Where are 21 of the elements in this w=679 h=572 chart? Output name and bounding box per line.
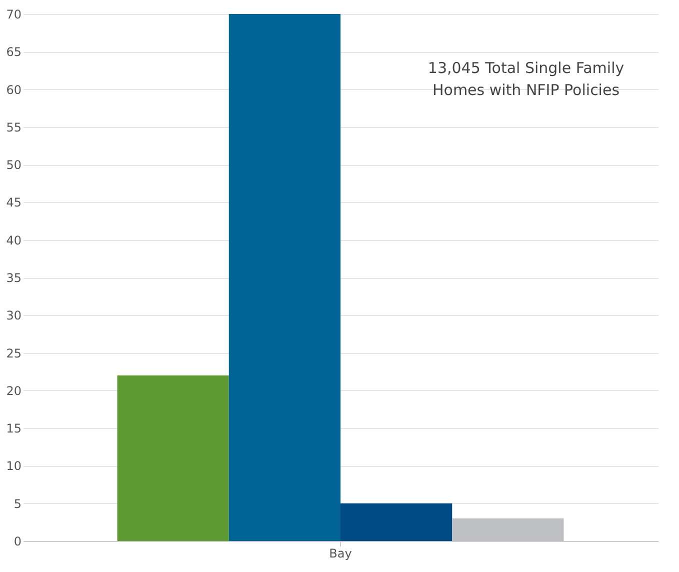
- bar: [340, 503, 452, 541]
- y-tick-label: 55: [6, 120, 22, 134]
- x-tick-label: Bay: [329, 546, 352, 560]
- y-tick-label: 25: [6, 346, 22, 360]
- bar: [452, 518, 564, 541]
- y-tick-label: 20: [6, 384, 22, 398]
- bar: [117, 375, 229, 541]
- y-tick-label: 35: [6, 271, 22, 285]
- y-tick-label: 5: [14, 496, 22, 511]
- y-tick-label: 0: [14, 534, 22, 548]
- annotation: 13,045 Total Single Family Homes with NFIP Policies: [428, 59, 624, 99]
- y-tick-label: 40: [6, 233, 22, 248]
- y-tick-label: 30: [6, 308, 22, 323]
- y-tick-label: 50: [6, 158, 22, 172]
- y-tick-label: 15: [6, 422, 22, 436]
- y-tick-label: 70: [6, 8, 22, 22]
- bar: [228, 14, 340, 541]
- y-tick-label: 10: [6, 459, 22, 474]
- y-tick-label: 60: [6, 82, 22, 97]
- y-tick-label: 65: [6, 45, 22, 60]
- y-tick-label: 45: [6, 196, 22, 210]
